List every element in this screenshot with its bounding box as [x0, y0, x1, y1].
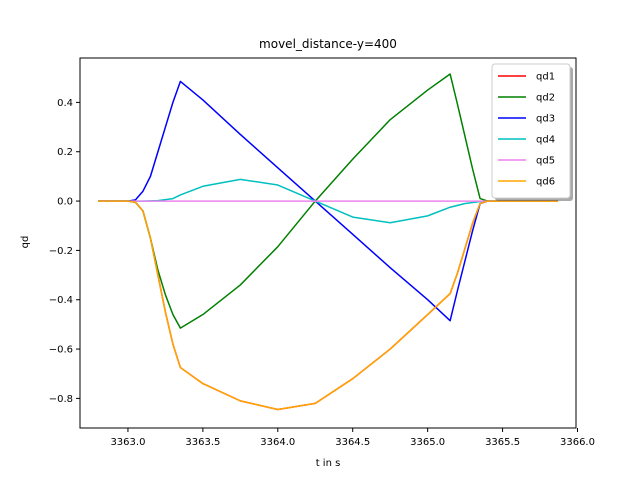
x-axis: 3363.0 3363.5 3364.0 3364.5 3365.0 3365.5 3366…	[110, 428, 595, 448]
x-tick-label: 3366.0	[560, 437, 595, 448]
legend-label-qd5: qd5	[536, 156, 555, 167]
series-line-qd3	[97, 80, 559, 322]
legend: qd1 qd2 qd3 qd4 qd5 qd6	[491, 63, 573, 201]
x-tick-label: 3365.5	[485, 437, 520, 448]
x-tick-label: 3365.0	[410, 437, 445, 448]
x-tick-label: 3363.0	[110, 437, 145, 448]
legend-label-qd1: qd1	[536, 72, 555, 83]
legend-label-qd3: qd3	[536, 114, 555, 125]
x-axis-label: t in s	[316, 458, 341, 469]
x-tick-label: 3363.5	[185, 437, 220, 448]
y-tick-label: −0.6	[49, 345, 73, 356]
x-tick-label: 3364.5	[335, 437, 370, 448]
y-axis-label: qd	[20, 236, 31, 249]
y-tick-label: 0.2	[57, 147, 73, 158]
legend-label-qd2: qd2	[536, 93, 555, 104]
series-line-qd6	[97, 200, 559, 411]
axes-frame	[79, 57, 577, 429]
y-axis: −0.8 −0.6 −0.4 −0.2 0.0 0.2 0.4	[49, 98, 80, 405]
y-tick-label: −0.4	[49, 295, 73, 306]
legend-label-qd6: qd6	[536, 177, 555, 188]
legend-label-qd4: qd4	[536, 135, 555, 146]
x-tick-label: 3364.0	[260, 437, 295, 448]
y-tick-label: 0.0	[57, 197, 73, 208]
plot-area	[97, 73, 559, 411]
y-tick-label: −0.8	[49, 394, 73, 405]
chart-title: movel_distance-y=400	[259, 37, 397, 51]
legend-box	[491, 63, 571, 199]
y-tick-label: −0.2	[49, 246, 73, 257]
y-tick-label: 0.4	[57, 98, 73, 109]
